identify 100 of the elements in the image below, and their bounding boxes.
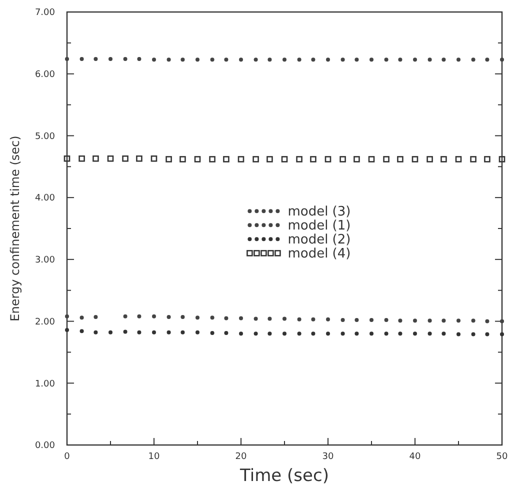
point	[297, 58, 302, 62]
point	[137, 57, 142, 62]
point	[354, 156, 360, 162]
point	[426, 156, 433, 162]
y-tick-label: 6.00	[34, 70, 56, 80]
point	[123, 314, 128, 318]
point	[239, 58, 243, 62]
legend-label: model (2)	[288, 232, 351, 248]
point	[485, 319, 490, 324]
x-tick-label: 30	[322, 452, 334, 462]
point	[80, 316, 84, 320]
point	[136, 155, 142, 162]
point	[384, 58, 388, 62]
point	[80, 57, 84, 62]
point	[470, 156, 476, 162]
point	[456, 58, 460, 62]
point	[152, 58, 156, 62]
point	[311, 58, 316, 62]
point	[384, 318, 388, 322]
point	[224, 331, 228, 336]
point	[123, 330, 128, 334]
point	[282, 316, 286, 321]
point	[326, 58, 330, 62]
y-axis-title: Energy confinement time (sec)	[8, 136, 22, 322]
point	[485, 332, 490, 336]
point	[194, 156, 201, 162]
point	[180, 156, 186, 162]
point	[440, 156, 447, 162]
point	[224, 58, 228, 62]
point	[384, 332, 388, 336]
y-tick-label: 5.00	[34, 132, 56, 142]
point	[107, 155, 114, 162]
point	[180, 314, 185, 319]
point	[354, 332, 359, 336]
point	[413, 318, 417, 323]
point	[152, 330, 156, 334]
point	[370, 332, 374, 336]
point	[484, 156, 490, 162]
point	[210, 316, 214, 320]
point	[196, 58, 200, 62]
point	[471, 332, 476, 336]
x-tick-label: 50	[496, 452, 508, 462]
point	[340, 58, 345, 62]
point	[324, 156, 332, 162]
point	[413, 332, 417, 336]
point	[152, 314, 156, 318]
y-tick-label: 1.00	[34, 379, 56, 390]
point	[180, 58, 185, 62]
point	[252, 156, 259, 162]
y-tick-label: 7.00	[34, 8, 56, 18]
point	[254, 332, 258, 336]
point	[485, 58, 490, 62]
point	[92, 155, 99, 162]
point	[223, 156, 230, 162]
point	[340, 318, 345, 322]
point	[282, 332, 286, 336]
point	[65, 314, 69, 318]
point	[354, 318, 359, 322]
y-tick-label: 0.00	[34, 441, 56, 452]
point	[64, 155, 70, 162]
point	[500, 319, 504, 324]
point	[311, 317, 316, 322]
point	[94, 57, 98, 62]
point	[398, 332, 402, 336]
point	[108, 330, 112, 334]
point	[196, 330, 200, 334]
point	[122, 155, 128, 162]
point	[123, 57, 128, 62]
point	[326, 317, 330, 322]
point	[370, 58, 374, 62]
point	[500, 58, 504, 62]
point	[412, 156, 418, 162]
point	[397, 156, 404, 162]
point	[209, 156, 216, 162]
point	[456, 332, 460, 336]
point	[166, 58, 171, 62]
point	[268, 316, 272, 321]
point	[310, 156, 316, 162]
x-axis-title: Time (sec)	[239, 466, 329, 486]
point	[150, 155, 158, 162]
point	[368, 156, 375, 162]
x-tick-label: 0	[64, 452, 70, 462]
point	[254, 58, 258, 62]
y-tick-label: 3.00	[34, 256, 56, 266]
point	[137, 330, 142, 334]
point	[282, 58, 286, 62]
point	[266, 156, 273, 162]
point	[498, 156, 506, 162]
point	[108, 57, 112, 62]
point	[398, 58, 402, 62]
legend-label: model (1)	[288, 218, 351, 234]
point	[354, 58, 359, 62]
point	[166, 314, 171, 319]
point	[80, 329, 84, 334]
point	[370, 318, 374, 322]
point	[311, 332, 316, 336]
point	[296, 156, 302, 162]
point	[224, 316, 228, 320]
y-tick-label: 2.00	[34, 317, 56, 328]
point	[455, 156, 462, 162]
